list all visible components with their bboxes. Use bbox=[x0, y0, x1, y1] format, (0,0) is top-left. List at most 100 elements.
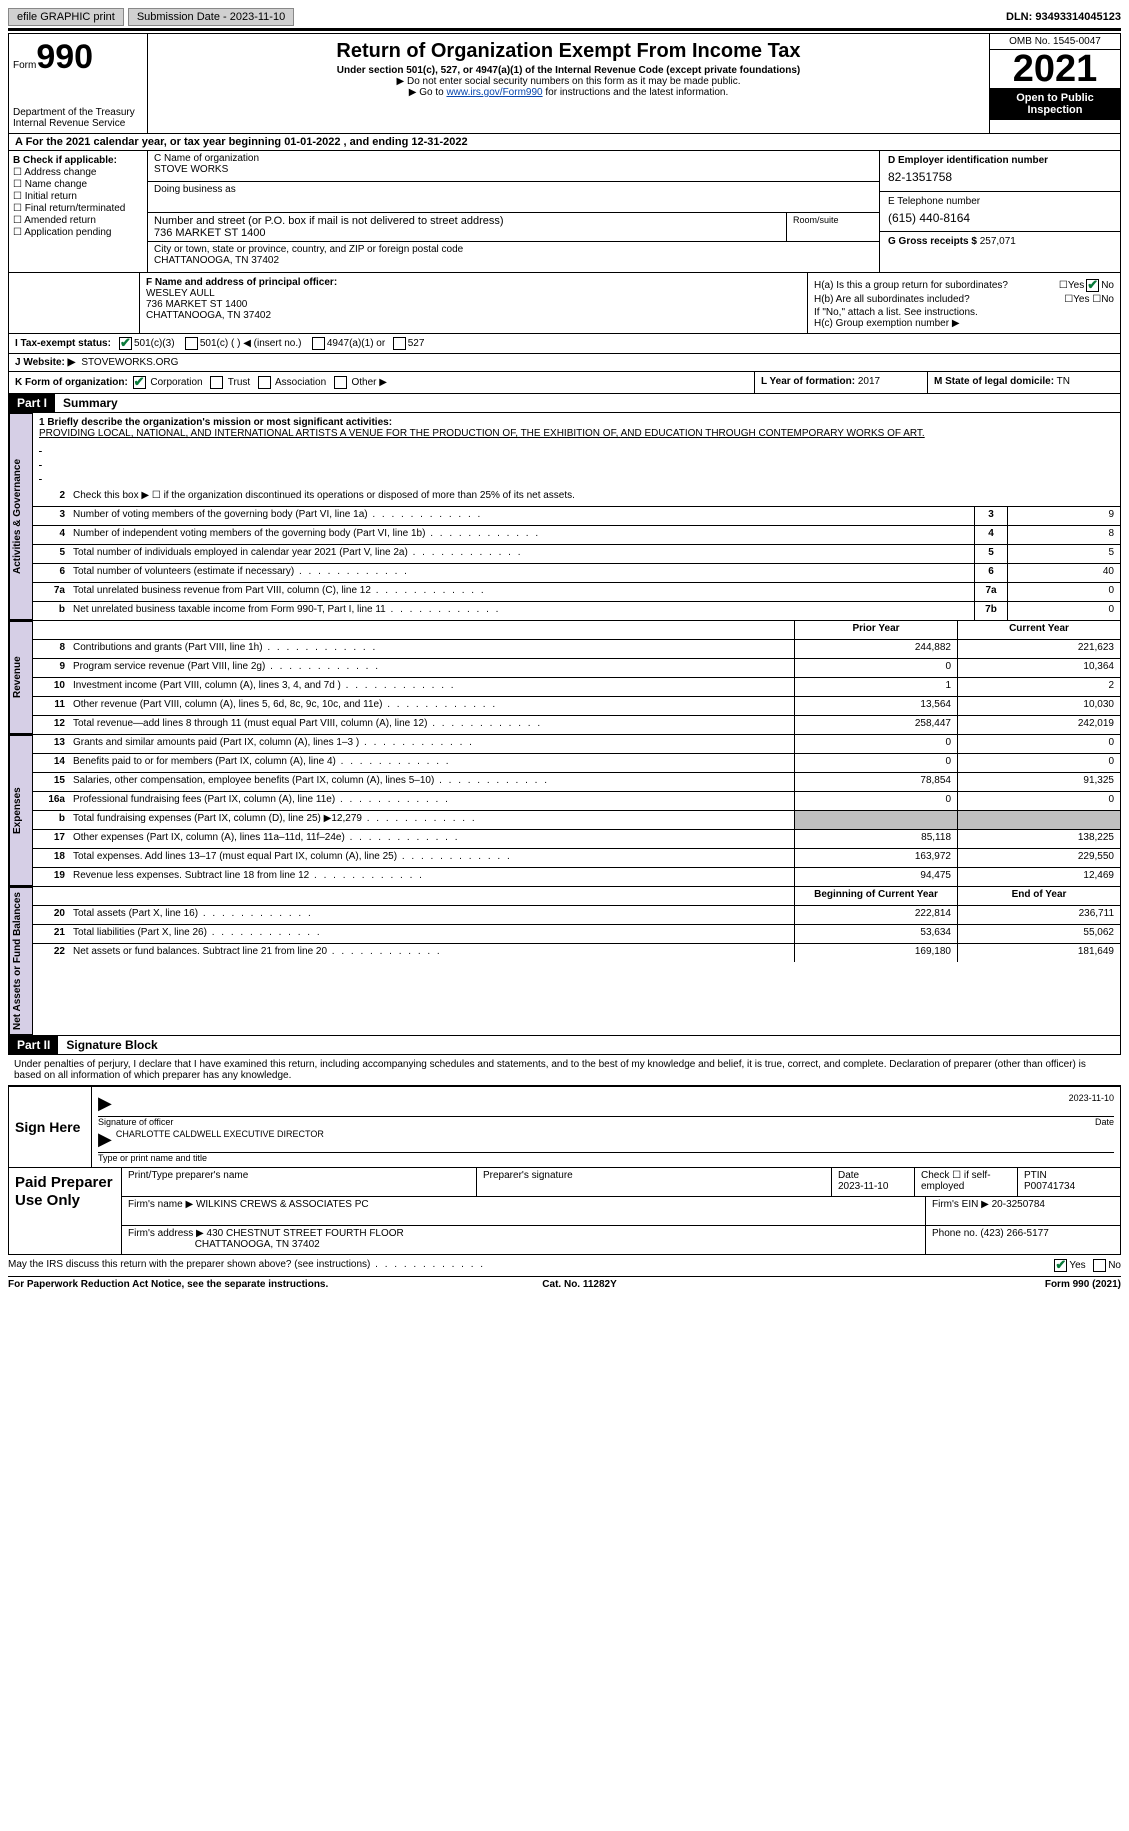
summary-governance: Activities & Governance 1 Briefly descri… bbox=[8, 413, 1121, 621]
table-row: 13Grants and similar amounts paid (Part … bbox=[33, 735, 1120, 754]
cb-4947[interactable] bbox=[312, 337, 325, 350]
table-row: 22Net assets or fund balances. Subtract … bbox=[33, 944, 1120, 962]
summary-netassets: Net Assets or Fund Balances Beginning of… bbox=[8, 887, 1121, 1036]
table-row: 15Salaries, other compensation, employee… bbox=[33, 773, 1120, 792]
section-c: C Name of organization STOVE WORKS Doing… bbox=[148, 151, 879, 272]
open-inspection: Open to Public Inspection bbox=[990, 88, 1120, 120]
topbar: efile GRAPHIC print Submission Date - 20… bbox=[8, 8, 1121, 26]
table-row: 19Revenue less expenses. Subtract line 1… bbox=[33, 868, 1120, 886]
paid-preparer-label: Paid Preparer Use Only bbox=[9, 1168, 122, 1254]
row-klm: K Form of organization: Corporation Trus… bbox=[8, 372, 1121, 394]
row-a-calendar-year: A For the 2021 calendar year, or tax yea… bbox=[8, 134, 1121, 151]
form-label: Form bbox=[13, 60, 36, 71]
cb-trust[interactable] bbox=[210, 376, 223, 389]
form-header: Form990 Department of the Treasury Inter… bbox=[8, 33, 1121, 134]
firm-name: WILKINS CREWS & ASSOCIATES PC bbox=[196, 1199, 369, 1210]
tab-netassets: Net Assets or Fund Balances bbox=[9, 887, 33, 1035]
table-row: 8Contributions and grants (Part VIII, li… bbox=[33, 640, 1120, 659]
table-row: 17Other expenses (Part IX, column (A), l… bbox=[33, 830, 1120, 849]
paid-preparer-block: Paid Preparer Use Only Print/Type prepar… bbox=[8, 1168, 1121, 1255]
section-b: B Check if applicable: ☐ Address change … bbox=[9, 151, 148, 272]
tab-revenue: Revenue bbox=[9, 621, 33, 734]
part1-header: Part I Summary bbox=[8, 394, 1121, 413]
submission-date: Submission Date - 2023-11-10 bbox=[128, 8, 294, 26]
table-row: 5Total number of individuals employed in… bbox=[33, 545, 1120, 564]
section-deg: D Employer identification number 82-1351… bbox=[879, 151, 1120, 272]
officer-name: WESLEY AULL bbox=[146, 288, 801, 299]
cb-address-change[interactable]: ☐ Address change bbox=[13, 167, 143, 178]
footer-bottom: For Paperwork Reduction Act Notice, see … bbox=[8, 1277, 1121, 1292]
cb-527[interactable] bbox=[393, 337, 406, 350]
table-row: 4Number of independent voting members of… bbox=[33, 526, 1120, 545]
firm-phone: (423) 266-5177 bbox=[980, 1228, 1048, 1239]
cb-final-return[interactable]: ☐ Final return/terminated bbox=[13, 203, 143, 214]
cb-amended-return[interactable]: ☐ Amended return bbox=[13, 215, 143, 226]
state-domicile: TN bbox=[1057, 376, 1070, 387]
tab-expenses: Expenses bbox=[9, 735, 33, 886]
form-version: Form 990 (2021) bbox=[1045, 1279, 1121, 1290]
table-row: 18Total expenses. Add lines 13–17 (must … bbox=[33, 849, 1120, 868]
prep-date: 2023-11-10 bbox=[838, 1181, 888, 1192]
table-row: 20Total assets (Part X, line 16)222,8142… bbox=[33, 906, 1120, 925]
irs-label: Internal Revenue Service bbox=[13, 118, 143, 129]
efile-button[interactable]: efile GRAPHIC print bbox=[8, 8, 124, 26]
form-title: Return of Organization Exempt From Incom… bbox=[154, 40, 983, 63]
note-link: ▶ Go to www.irs.gov/Form990 for instruct… bbox=[154, 87, 983, 98]
cb-other[interactable] bbox=[334, 376, 347, 389]
table-row: 7aTotal unrelated business revenue from … bbox=[33, 583, 1120, 602]
cb-501c[interactable] bbox=[185, 337, 198, 350]
firm-address: 430 CHESTNUT STREET FOURTH FLOOR bbox=[207, 1228, 404, 1239]
table-row: 21Total liabilities (Part X, line 26)53,… bbox=[33, 925, 1120, 944]
table-row: 11Other revenue (Part VIII, column (A), … bbox=[33, 697, 1120, 716]
footer-discuss: May the IRS discuss this return with the… bbox=[8, 1255, 1121, 1277]
officer-typed-name: CHARLOTTE CALDWELL EXECUTIVE DIRECTOR bbox=[116, 1129, 324, 1150]
row-i-tax-status: I Tax-exempt status: 501(c)(3) 501(c) ( … bbox=[8, 334, 1121, 354]
ein: 82-1351758 bbox=[888, 166, 1112, 184]
cb-501c3[interactable] bbox=[119, 337, 132, 350]
tab-governance: Activities & Governance bbox=[9, 413, 33, 620]
cb-association[interactable] bbox=[258, 376, 271, 389]
ptin: P00741734 bbox=[1024, 1181, 1075, 1192]
check-self-employed[interactable]: Check ☐ if self-employed bbox=[915, 1168, 1018, 1196]
table-row: 6Total number of volunteers (estimate if… bbox=[33, 564, 1120, 583]
dln: DLN: 93493314045123 bbox=[1006, 11, 1121, 23]
mission-text: PROVIDING LOCAL, NATIONAL, AND INTERNATI… bbox=[39, 428, 1114, 442]
telephone: (615) 440-8164 bbox=[888, 207, 1112, 225]
org-name: STOVE WORKS bbox=[154, 164, 873, 175]
form-number: 990 bbox=[36, 38, 93, 76]
ha-no-checkbox[interactable] bbox=[1086, 279, 1099, 292]
city-state-zip: CHATTANOOGA, TN 37402 bbox=[154, 255, 873, 266]
cb-corporation[interactable] bbox=[133, 376, 146, 389]
table-row: 14Benefits paid to or for members (Part … bbox=[33, 754, 1120, 773]
cb-initial-return[interactable]: ☐ Initial return bbox=[13, 191, 143, 202]
street-address: 736 MARKET ST 1400 bbox=[154, 227, 780, 239]
declaration-text: Under penalties of perjury, I declare th… bbox=[8, 1055, 1121, 1085]
table-row: 12Total revenue—add lines 8 through 11 (… bbox=[33, 716, 1120, 734]
sig-date: 2023-11-10 bbox=[1069, 1093, 1114, 1114]
table-row: bNet unrelated business taxable income f… bbox=[33, 602, 1120, 620]
form-subtitle: Under section 501(c), 527, or 4947(a)(1)… bbox=[154, 65, 983, 76]
cb-application-pending[interactable]: ☐ Application pending bbox=[13, 227, 143, 238]
irs-link[interactable]: www.irs.gov/Form990 bbox=[446, 87, 542, 98]
cb-discuss-yes[interactable] bbox=[1054, 1259, 1067, 1272]
sign-here-block: Sign Here ▶2023-11-10 Signature of offic… bbox=[8, 1085, 1121, 1168]
row-j-website: J Website: ▶ STOVEWORKS.ORG bbox=[8, 354, 1121, 372]
table-row: 9Program service revenue (Part VIII, lin… bbox=[33, 659, 1120, 678]
note-ssn: ▶ Do not enter social security numbers o… bbox=[154, 76, 983, 87]
section-f: F Name and address of principal officer:… bbox=[140, 273, 808, 333]
section-fh: F Name and address of principal officer:… bbox=[8, 273, 1121, 334]
table-row: bTotal fundraising expenses (Part IX, co… bbox=[33, 811, 1120, 830]
table-row: 3Number of voting members of the governi… bbox=[33, 507, 1120, 526]
officer-street: 736 MARKET ST 1400 bbox=[146, 299, 801, 310]
summary-expenses: Expenses 13Grants and similar amounts pa… bbox=[8, 735, 1121, 887]
summary-revenue: Revenue Prior YearCurrent Year 8Contribu… bbox=[8, 621, 1121, 735]
room-suite-label: Room/suite bbox=[787, 213, 879, 241]
cb-name-change[interactable]: ☐ Name change bbox=[13, 179, 143, 190]
sign-here-label: Sign Here bbox=[9, 1087, 92, 1167]
dept-treasury: Department of the Treasury bbox=[13, 107, 143, 118]
cb-discuss-no[interactable] bbox=[1093, 1259, 1106, 1272]
cat-no: Cat. No. 11282Y bbox=[542, 1279, 616, 1290]
section-h: H(a) Is this a group return for subordin… bbox=[808, 273, 1120, 333]
year-formation: 2017 bbox=[858, 376, 880, 387]
section-bcd: B Check if applicable: ☐ Address change … bbox=[8, 151, 1121, 273]
